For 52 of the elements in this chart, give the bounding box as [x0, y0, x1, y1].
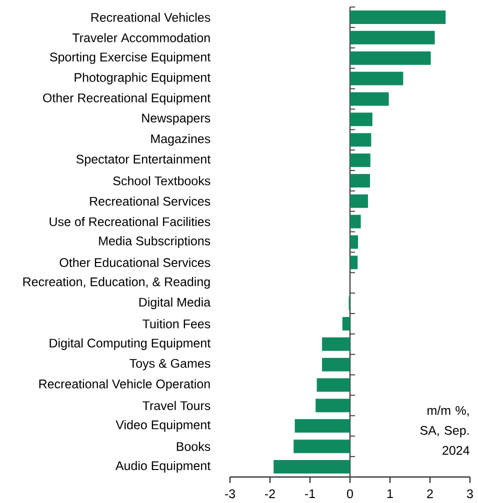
y-tick-label: Audio Equipment [115, 460, 211, 473]
y-tick-label: Recreational Services [90, 196, 210, 206]
y-tick-label: Magazines [151, 134, 210, 146]
bar [350, 214, 361, 228]
y-tick-label: Tuition Fees [142, 319, 210, 328]
bar [316, 378, 350, 392]
y-tick-label: Digital Media [139, 297, 211, 310]
x-tick-label: 2 [427, 489, 433, 498]
x-tick-label: 0 [347, 489, 353, 498]
y-tick-label: Newspapers [142, 114, 210, 125]
bar [350, 154, 370, 168]
bar [350, 92, 389, 106]
y-tick-label: Photographic Equipment [74, 72, 211, 84]
y-tick-label: Video Equipment [116, 420, 211, 432]
bar [350, 235, 358, 249]
bar [350, 10, 446, 24]
bar [350, 256, 358, 270]
y-tick-label: Recreational Vehicles [91, 12, 210, 22]
bar [294, 440, 350, 454]
y-tick-label: Use of Recreational Facilities [50, 216, 210, 226]
y-tick-label: Media Subscriptions [99, 236, 210, 248]
y-tick-label: Other Recreational Equipment [43, 93, 211, 105]
x-tick-label: -1 [304, 489, 315, 498]
y-tick-label: Digital Computing Equipment [50, 338, 210, 350]
bar [342, 316, 350, 330]
y-tick-label: School Textbooks [113, 176, 210, 186]
y-tick-label: Toys & Games [130, 358, 210, 370]
annotation: m/m %, SA, Sep. 2024 [420, 406, 470, 455]
bar [350, 51, 431, 65]
bar [350, 174, 370, 188]
bar [322, 337, 350, 351]
y-tick-label: Books [176, 442, 210, 451]
bar [316, 398, 350, 412]
y-tick-label: Sporting Exercise Equipment [50, 52, 211, 64]
bar [274, 460, 350, 474]
y-tick-label: Spectator Entertainment [76, 154, 211, 166]
bar [322, 358, 350, 372]
y-tick-label: Other Educational Services [60, 258, 210, 268]
bar [350, 133, 372, 147]
y-tick-label: Traveler Accommodation [72, 33, 210, 42]
x-tick-label: -2 [264, 489, 275, 498]
y-tick-label: Travel Tours [142, 400, 210, 410]
bar [350, 194, 368, 208]
bar [350, 112, 372, 126]
x-tick-label: -3 [224, 489, 235, 498]
x-tick-label: 3 [466, 489, 473, 498]
bar [294, 419, 350, 433]
x-tick-label: 1 [387, 489, 393, 498]
y-tick-label: Recreation, Education, & Reading [23, 277, 210, 289]
bar [350, 30, 435, 44]
bar [350, 72, 404, 86]
y-tick-label: Recreational Vehicle Operation [39, 379, 210, 391]
